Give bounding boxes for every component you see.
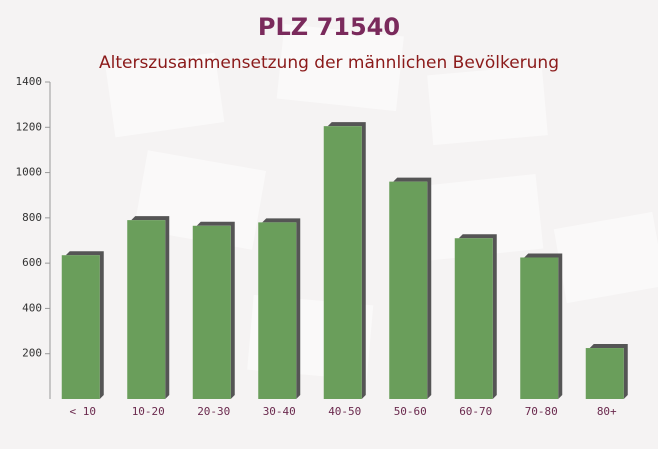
x-tick-label: 80+	[597, 405, 617, 418]
chart-subtitle: Alterszusammensetzung der männlichen Bev…	[99, 53, 559, 73]
y-tick-label: 200	[22, 347, 42, 360]
bar	[585, 348, 624, 399]
y-tick-label: 400	[22, 301, 42, 314]
bar-shadow	[196, 221, 235, 399]
y-tick-label: 600	[22, 256, 42, 269]
y-tick-label: 1400	[16, 75, 43, 88]
bar-shadow	[327, 122, 366, 400]
x-tick-label: 70-80	[525, 405, 558, 418]
chart-title: PLZ 71540	[258, 13, 400, 41]
bar	[258, 222, 297, 399]
x-tick-label: 50-60	[394, 405, 427, 418]
bar	[61, 255, 100, 399]
x-tick-label: < 10	[70, 405, 97, 418]
bar	[192, 225, 231, 399]
bar-shadow	[458, 234, 497, 399]
bar	[520, 257, 559, 399]
y-tick-label: 1000	[16, 166, 43, 179]
bar-shadow	[262, 218, 301, 399]
bar	[389, 181, 428, 399]
bar	[127, 220, 166, 399]
bar-shadow	[524, 253, 563, 399]
bar-shadow	[65, 251, 104, 399]
y-tick-label: 1200	[16, 120, 43, 133]
bar	[323, 126, 362, 400]
x-tick-label: 40-50	[328, 405, 361, 418]
y-tick-label: 800	[22, 211, 42, 224]
x-tick-label: 20-30	[197, 405, 230, 418]
bar-shadow	[589, 344, 628, 399]
bar-shadow	[393, 177, 432, 399]
x-tick-label: 30-40	[263, 405, 296, 418]
x-tick-label: 60-70	[459, 405, 492, 418]
bar-shadow	[131, 216, 170, 399]
bar	[454, 238, 493, 399]
x-tick-label: 10-20	[132, 405, 165, 418]
